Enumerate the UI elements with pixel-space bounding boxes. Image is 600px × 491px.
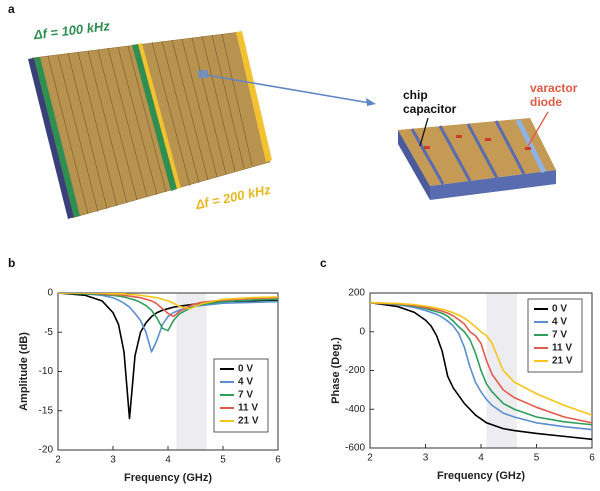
x-tick-label: 2 (55, 455, 61, 466)
y-tick-label: 0 (359, 326, 365, 337)
x-tick-label: 3 (423, 453, 429, 464)
unit-cell-strips (410, 120, 526, 185)
series-line (370, 301, 592, 441)
unit-cell-strip-light (515, 118, 547, 174)
shaded-region (176, 293, 207, 450)
legend-label: 7 V (552, 330, 567, 341)
panel-label: b (8, 256, 15, 270)
legend-label: 11 V (238, 403, 258, 414)
zoom-box (198, 70, 208, 78)
x-tick-label: 5 (220, 455, 226, 466)
y-tick-label: -200 (345, 365, 365, 376)
y-tick-label: -10 (39, 366, 54, 377)
illustration (28, 31, 556, 219)
series-line (58, 293, 278, 310)
zoom-arrow (205, 74, 371, 104)
callout: diode (530, 95, 562, 109)
series-line (370, 301, 592, 424)
x-tick-label: 4 (165, 455, 171, 466)
unit-cell-top (398, 118, 556, 186)
y-tick-label: -400 (345, 404, 365, 415)
legend-label: 4 V (552, 317, 567, 328)
legend-label: 11 V (552, 343, 572, 354)
panel-label: a (8, 2, 15, 16)
stripe-yellow (236, 31, 272, 162)
stripe-green (132, 44, 177, 191)
y-tick-label: -5 (44, 327, 53, 338)
unit-cell-side (398, 130, 430, 200)
series-line (58, 293, 278, 353)
y-tick-label: 0 (47, 288, 53, 299)
callout: chip (403, 88, 428, 102)
x-tick-label: 6 (275, 455, 281, 466)
y-tick-label: -15 (39, 405, 54, 416)
legend-label: 0 V (238, 364, 253, 375)
df-label: Δf = 200 kHz (193, 182, 272, 213)
y-tick-label: 200 (348, 288, 365, 299)
callout: capacitor (403, 102, 457, 116)
legend-label: 4 V (238, 377, 253, 388)
series-line (370, 301, 592, 431)
x-tick-label: 2 (367, 453, 373, 464)
legend-label: 21 V (552, 356, 573, 367)
df-label: Δf = 100 kHz (32, 18, 111, 42)
x-axis-label: Frequency (GHz) (437, 470, 525, 482)
legend-label: 0 V (552, 304, 567, 315)
y-tick-label: -20 (39, 445, 54, 456)
shaded-region (486, 293, 518, 448)
stripe-yellow (138, 43, 181, 189)
y-tick-label: -600 (345, 443, 365, 454)
series-line (370, 301, 592, 416)
pointer (419, 117, 429, 147)
x-tick-label: 6 (589, 453, 595, 464)
metasurface-lines (47, 33, 253, 215)
legend-label: 21 V (238, 416, 259, 427)
panel-label: c (320, 256, 327, 270)
legend-label: 7 V (238, 390, 253, 401)
stripe-green (34, 57, 80, 217)
arrow-head (366, 98, 376, 106)
x-axis-label: Frequency (GHz) (124, 472, 212, 484)
x-tick-label: 5 (534, 453, 540, 464)
series-line (370, 301, 592, 426)
x-tick-label: 4 (478, 453, 484, 464)
y-axis-label: Amplitude (dB) (18, 332, 30, 411)
unit-cell-front (430, 170, 556, 200)
pointer (527, 111, 549, 147)
callout: varactor (530, 81, 578, 95)
components (424, 135, 531, 150)
metasurface-edge (28, 58, 74, 219)
y-axis-label: Phase (Deg.) (330, 337, 342, 404)
x-tick-label: 3 (110, 455, 116, 466)
